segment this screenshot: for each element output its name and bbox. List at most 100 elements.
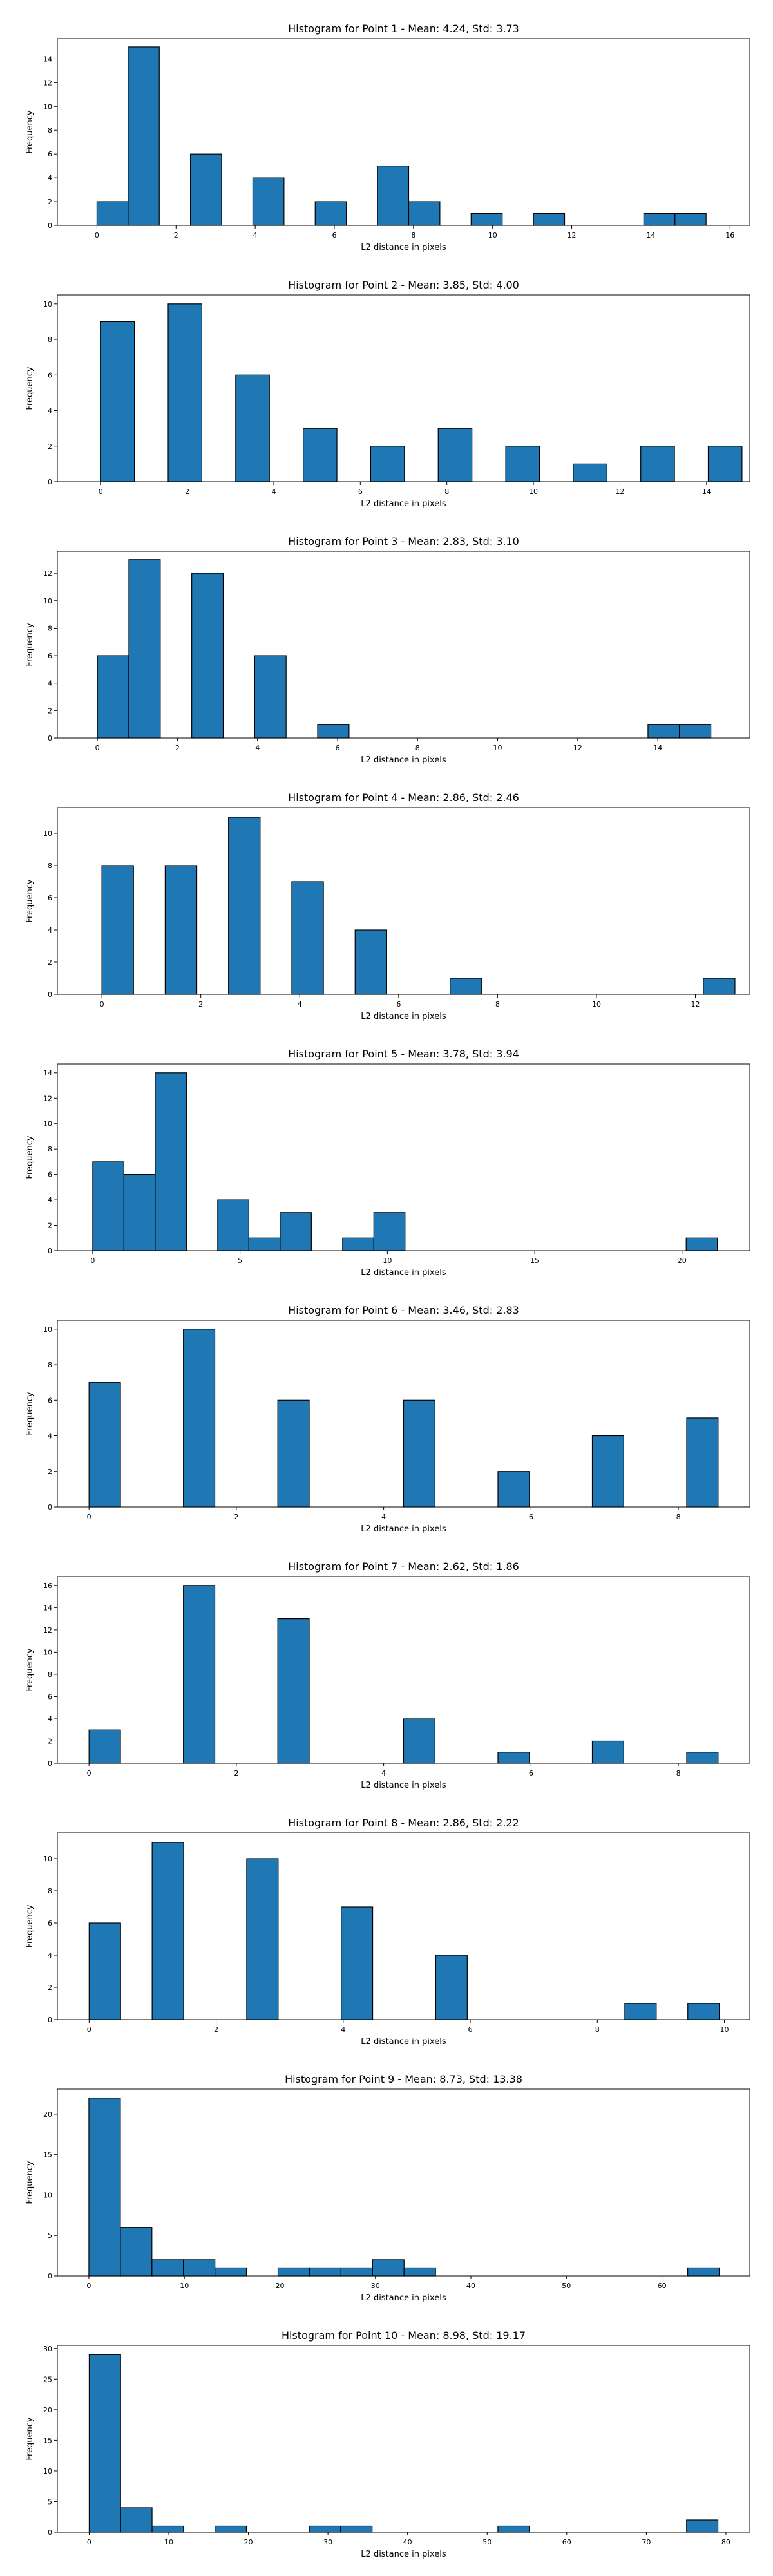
chart-title: Histogram for Point 4 - Mean: 2.86, Std:… [288,791,519,804]
histogram-bar [497,2525,530,2533]
histogram-bar [88,1729,121,1764]
histogram-bar [505,446,540,482]
x-tick-label: 0 [99,488,103,496]
axes-frame [57,2088,750,2277]
x-axis-label: L2 distance in pixels [361,2293,446,2303]
histogram-bar [674,213,707,226]
histogram-bar [372,2259,405,2277]
histogram-bar [101,865,134,995]
x-tick-label: 6 [529,1769,533,1777]
x-tick-label: 12 [691,1000,700,1009]
histogram-bar [403,1718,435,1764]
x-axis-label: L2 distance in pixels [361,1268,446,1278]
y-tick-label: 15 [43,2151,52,2159]
y-axis-label: Frequency [25,879,35,922]
y-tick-label: 6 [48,1396,52,1405]
histogram-bar [687,2003,720,2020]
x-tick-label: 20 [244,2538,253,2546]
y-tick-label: 4 [48,174,52,182]
x-tick-label: 4 [298,1000,302,1009]
y-tick-label: 10 [43,1648,52,1656]
y-tick-label: 10 [43,829,52,838]
y-tick-label: 12 [43,569,52,578]
chart-title: Histogram for Point 7 - Mean: 2.62, Std:… [288,1560,519,1573]
histogram-bar [291,881,324,995]
x-tick-label: 2 [175,744,180,752]
y-axis-label: Frequency [25,366,35,410]
histogram-bar [533,213,566,226]
chart-panel-5: Histogram for Point 5 - Mean: 3.78, Std:… [25,1048,750,1278]
x-tick-label: 4 [381,1513,386,1521]
y-tick-label: 0 [48,1247,52,1255]
histogram-bar [342,1237,374,1251]
y-tick-label: 5 [48,2497,52,2506]
x-axis-label: L2 distance in pixels [361,499,446,509]
y-tick-label: 2 [48,958,52,967]
histogram-bar [624,2003,657,2020]
x-tick-label: 16 [725,231,734,240]
x-tick-label: 10 [720,2025,729,2034]
histogram-bar [228,817,261,995]
histogram-bar [88,1382,121,1508]
histogram-bar [373,1212,406,1251]
y-tick-label: 6 [48,1692,52,1701]
x-tick-label: 14 [702,488,711,496]
x-tick-label: 8 [411,231,415,240]
x-tick-label: 50 [482,2538,491,2546]
histogram-bar [707,446,743,482]
histogram-bar [303,428,338,482]
histogram-bar [92,1161,124,1251]
y-tick-label: 6 [48,894,52,902]
axes-frame [57,2345,750,2533]
x-tick-label: 10 [493,744,502,752]
y-tick-label: 2 [48,442,52,451]
y-tick-label: 0 [48,2272,52,2280]
y-tick-label: 2 [48,198,52,206]
y-tick-label: 6 [48,150,52,158]
x-tick-label: 12 [615,488,624,496]
y-tick-label: 8 [48,1145,52,1153]
histogram-bar [128,559,161,739]
x-tick-label: 12 [573,744,582,752]
x-tick-label: 14 [646,231,655,240]
x-tick-label: 4 [255,744,260,752]
histogram-bar [408,201,441,226]
x-tick-label: 0 [95,231,99,240]
y-tick-label: 0 [48,734,52,743]
x-tick-label: 5 [238,1256,242,1265]
x-tick-label: 8 [444,488,449,496]
histogram-bar [686,1752,719,1764]
y-tick-label: 8 [48,1887,52,1895]
y-axis-label: Frequency [25,1648,35,1691]
y-tick-label: 4 [48,926,52,934]
histogram-bar [340,2525,373,2533]
y-tick-label: 10 [43,300,52,308]
histogram-bar [643,213,676,226]
x-tick-label: 10 [180,2282,189,2290]
x-tick-label: 0 [86,2282,91,2290]
histogram-bar [190,153,222,226]
histogram-bar [235,374,270,482]
chart-panel-9: Histogram for Point 9 - Mean: 8.73, Std:… [25,2073,750,2303]
chart-title: Histogram for Point 1 - Mean: 4.24, Std:… [288,23,519,35]
y-tick-label: 6 [48,1171,52,1179]
histogram-bar [686,2519,719,2533]
histogram-bar [403,1399,435,1508]
histogram-bar [277,1618,310,1764]
histogram-bar [354,929,387,995]
y-tick-label: 10 [43,2467,52,2476]
y-tick-label: 2 [48,1222,52,1230]
x-tick-label: 4 [341,2025,345,2034]
x-tick-label: 6 [358,488,363,496]
y-tick-label: 8 [48,1361,52,1369]
x-tick-label: 0 [87,2025,91,2034]
histogram-bar [183,2259,216,2277]
axes-frame [57,38,750,226]
y-tick-label: 20 [43,2406,52,2414]
x-tick-label: 15 [530,1256,539,1265]
y-tick-label: 0 [48,2528,52,2537]
x-tick-label: 0 [87,2538,91,2546]
y-axis-label: Frequency [25,2161,35,2204]
histogram-bar [703,978,736,995]
